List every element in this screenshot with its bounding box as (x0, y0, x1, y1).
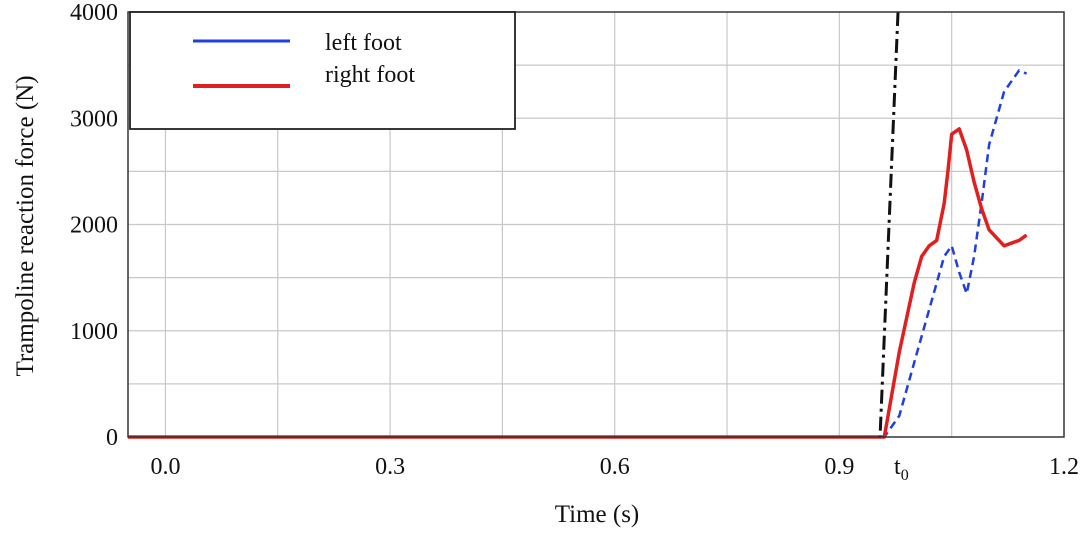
legend-label-left-foot: left foot (325, 30, 402, 56)
x-tick-label: 1.2 (1049, 454, 1079, 480)
y-tick-label: 0 (106, 425, 118, 451)
legend: left foot right foot (129, 11, 516, 130)
t0-annotation-subscript: 0 (901, 467, 909, 484)
grid (128, 12, 1064, 437)
plot-frame (127, 11, 1065, 438)
t0-annotation-label: t (894, 454, 901, 480)
legend-box (129, 11, 516, 130)
legend-label-right-foot: right foot (325, 62, 415, 88)
y-tick-label: 3000 (70, 106, 118, 132)
tick-labels: 0.0 0.3 0.6 0.9 1.2 0 1000 2000 3000 4000 (70, 0, 1079, 480)
x-tick-label: 0.9 (824, 454, 854, 480)
y-tick-label: 4000 (70, 0, 118, 26)
y-tick-label: 1000 (70, 319, 118, 345)
y-axis-label: Trampoline reaction force (N) (12, 75, 39, 376)
x-tick-label: 0.3 (375, 454, 405, 480)
x-tick-label: 0.0 (150, 454, 180, 480)
x-axis-label: Time (s) (555, 501, 640, 528)
x-tick-label: 0.6 (600, 454, 630, 480)
t0-annotation: t0 (894, 454, 909, 484)
t0-marker-line (878, 11, 900, 438)
y-tick-label: 2000 (70, 213, 118, 239)
